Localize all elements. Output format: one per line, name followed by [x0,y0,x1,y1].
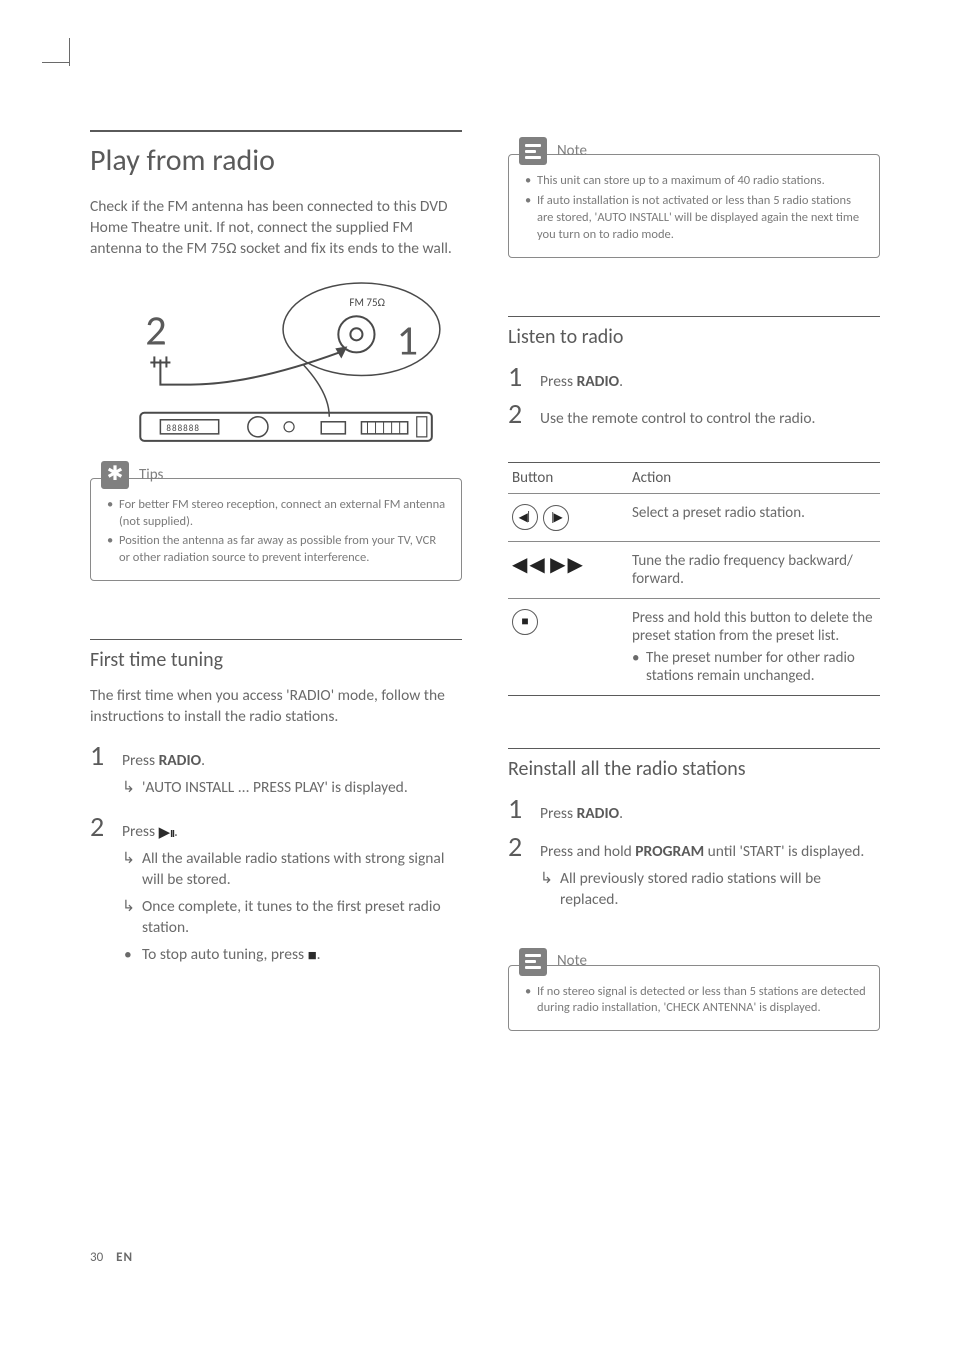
action-sub: The preset number for other radio statio… [632,649,876,685]
action-cell: Press and hold this button to delete the… [628,598,880,695]
tips-callout: ✱ Tips For better FM stereo reception, c… [90,478,462,582]
svg-text:888888: 888888 [166,423,200,434]
tip-item: Position the antenna as far away as poss… [107,533,449,567]
crop-marks [54,62,914,63]
step-sub: Once complete, it tunes to the first pre… [122,897,462,939]
step: 2 Use the remote control to control the … [508,400,880,430]
reinstall-heading: Reinstall all the radio stations [508,748,880,781]
antenna-diagram: 2 1 888888 FM 75Ω [90,274,462,445]
step-number: 1 [508,363,524,391]
step: 1 Press RADIO. [508,795,880,825]
table-row: ◀| |▶ Select a preset radio station. [508,494,880,542]
action-cell: Select a preset radio station. [628,494,880,542]
play-pause-icon: ▶II [159,824,174,842]
fast-forward-icon: ▶▶ [550,553,585,577]
table-row: ■ Press and hold this button to delete t… [508,598,880,695]
first-time-intro: The first time when you access 'RADIO' m… [90,686,462,728]
table-row: ◀◀ ▶▶ Tune the radio frequency backward/… [508,541,880,598]
step-text: Press [122,751,159,770]
step-number: 1 [508,795,524,823]
tips-title: Tips [139,465,163,485]
page-language: EN [116,1250,133,1265]
step-sub: All the available radio stations with st… [122,849,462,891]
step-number: 2 [90,813,106,841]
first-time-heading: First time tuning [90,639,462,672]
step-number: 2 [508,833,524,861]
note-title: Note [557,141,587,161]
next-track-icon: |▶ [543,505,569,531]
right-column: Note This unit can store up to a maximum… [508,130,880,1049]
note-callout: Note This unit can store up to a maximum… [508,154,880,258]
page-number: 30 [90,1250,103,1265]
table-header-action: Action [628,463,880,494]
figure-num-1: 1 [397,315,418,366]
step: 1 Press RADIO. 'AUTO INSTALL ... PRESS P… [90,742,462,805]
antenna-figure: 2 1 888888 FM 75Ω [90,274,462,450]
action-cell: Tune the radio frequency backward/ forwa… [628,541,880,598]
page-title: Play from radio [90,130,462,179]
step-number: 1 [90,742,106,770]
figure-num-2: 2 [145,305,166,356]
rewind-icon: ◀◀ [512,553,547,577]
note-item: If auto installation is not activated or… [525,193,867,244]
button-action-table: Button Action ◀| |▶ Select a preset radi… [508,462,880,696]
note-item: If no stereo signal is detected or less … [525,984,867,1018]
step-text: Press [122,822,159,841]
step-number: 2 [508,400,524,428]
step: 2 Press ▶II. All the available radio sta… [90,813,462,972]
page-footer: 30 EN [90,1250,133,1265]
prev-track-icon: ◀| [512,504,538,530]
asterisk-icon: ✱ [101,461,129,489]
fm-label: FM 75Ω [349,295,385,309]
intro-paragraph: Check if the FM antenna has been connect… [90,197,462,260]
left-column: Play from radio Check if the FM antenna … [90,130,462,1049]
step-bold: RADIO [159,751,202,770]
table-header-button: Button [508,463,628,494]
step-sub: 'AUTO INSTALL ... PRESS PLAY' is display… [122,778,462,799]
tip-item: For better FM stereo reception, connect … [107,497,449,531]
note-item: This unit can store up to a maximum of 4… [525,173,867,190]
stop-button-icon: ■ [512,609,538,635]
page-content: Play from radio Check if the FM antenna … [90,130,880,1049]
step: 1 Press RADIO. [508,363,880,393]
note-callout: Note If no stereo signal is detected or … [508,965,880,1032]
note-title: Note [557,951,587,971]
step-sub: To stop auto tuning, press ■. [122,945,462,966]
stop-icon: ■ [308,947,317,965]
step-text: Use the remote control to control the ra… [540,409,880,430]
note-icon [519,948,547,976]
step: 2 Press and hold PROGRAM until 'START' i… [508,833,880,917]
step-sub: All previously stored radio stations wil… [540,869,880,911]
note-icon [519,137,547,165]
listen-heading: Listen to radio [508,316,880,349]
